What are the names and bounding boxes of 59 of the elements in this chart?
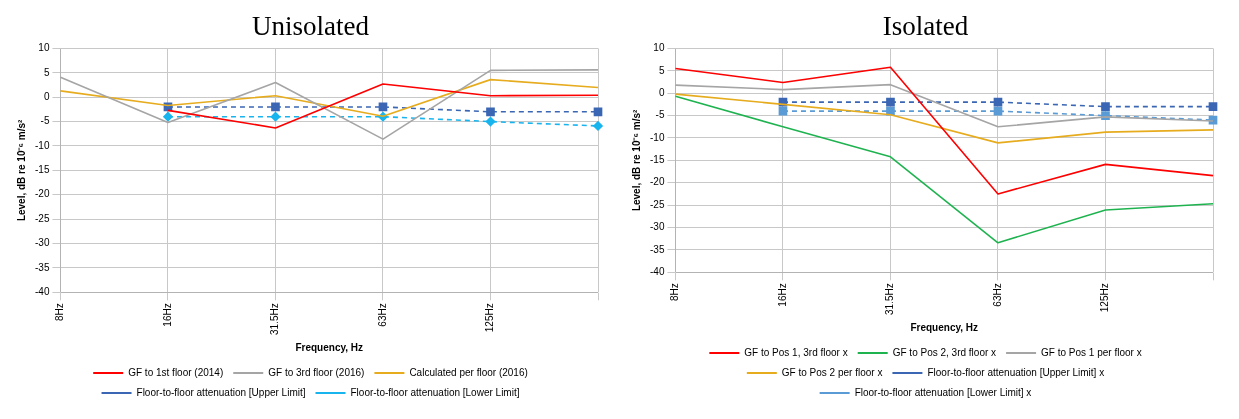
- point: [1208, 102, 1218, 111]
- x-axis-title: Frequency, Hz: [295, 341, 364, 353]
- x-tick-label: 31.5Hz: [884, 283, 896, 315]
- y-tick-label: -5: [40, 115, 50, 127]
- legend-label: GF to 1st floor (2014): [128, 366, 224, 378]
- x-tick-label: 63Hz: [991, 283, 1003, 307]
- point: [485, 116, 496, 127]
- y-axis-title: Level, dB re 10⁻⁶ m/s²: [15, 118, 27, 222]
- point: [593, 107, 603, 117]
- y-tick-label: -5: [655, 109, 665, 121]
- y-tick-label: -25: [35, 212, 50, 224]
- legend-label: Floor-to-floor attenuation [Upper Limit] x: [927, 366, 1105, 378]
- y-tick-label: -20: [650, 176, 665, 188]
- legend-label: Floor-to-floor attenuation [Lower Limit]: [350, 386, 520, 398]
- chart-title: Isolated: [882, 11, 969, 42]
- point: [1101, 102, 1110, 111]
- y-tick-label: -40: [35, 286, 50, 298]
- chart-title: Unisolated: [252, 11, 370, 42]
- y-tick-label: -40: [650, 266, 665, 278]
- point: [486, 107, 495, 117]
- y-tick-label: 0: [658, 86, 665, 98]
- legend-label: Floor-to-floor attenuation [Lower Limit] x: [854, 386, 1032, 398]
- y-tick-label: -10: [35, 139, 50, 151]
- x-tick-label: 31.5Hz: [269, 303, 281, 335]
- y-tick-label: -30: [650, 221, 665, 233]
- x-tick-label: 16Hz: [776, 283, 788, 307]
- x-tick-label: 8Hz: [54, 303, 66, 322]
- y-tick-label: -35: [650, 243, 665, 255]
- y-tick-label: -15: [650, 154, 665, 166]
- legend-label: GF to Pos 2, 3rd floor x: [892, 346, 997, 358]
- point: [593, 121, 603, 131]
- y-tick-label: -30: [35, 237, 50, 249]
- legend-label: GF to Pos 1, 3rd floor x: [744, 346, 848, 358]
- point: [886, 97, 895, 107]
- legend-label: GF to Pos 1 per floor x: [1041, 346, 1142, 358]
- legend-label: Calculated per floor (2016): [409, 366, 528, 378]
- y-tick-label: 10: [38, 42, 50, 54]
- y-tick-label: 0: [43, 90, 50, 102]
- y-tick-label: -35: [35, 261, 50, 273]
- y-axis-title: Level, dB re 10⁻⁶ m/s²: [630, 108, 642, 212]
- legend-label: Floor-to-floor attenuation [Upper Limit]: [136, 386, 306, 398]
- x-tick-label: 8Hz: [669, 283, 681, 302]
- y-tick-label: -15: [35, 164, 50, 176]
- y-tick-label: -25: [650, 198, 665, 210]
- y-tick-label: -20: [35, 188, 50, 200]
- legend-label: GF to Pos 2 per floor x: [781, 366, 883, 378]
- y-tick-label: -10: [650, 131, 665, 143]
- x-tick-label: 125Hz: [484, 303, 496, 333]
- y-tick-label: 10: [653, 42, 665, 54]
- x-tick-label: 63Hz: [376, 303, 388, 327]
- x-tick-label: 125Hz: [1099, 283, 1111, 313]
- y-tick-label: 5: [43, 66, 50, 78]
- point: [270, 111, 281, 122]
- legend-label: GF to 3rd floor (2016): [268, 366, 365, 378]
- x-tick-label: 16Hz: [161, 303, 173, 327]
- x-axis-title: Frequency, Hz: [910, 321, 979, 333]
- point: [271, 102, 280, 112]
- point: [163, 111, 173, 122]
- y-tick-label: 5: [658, 64, 665, 76]
